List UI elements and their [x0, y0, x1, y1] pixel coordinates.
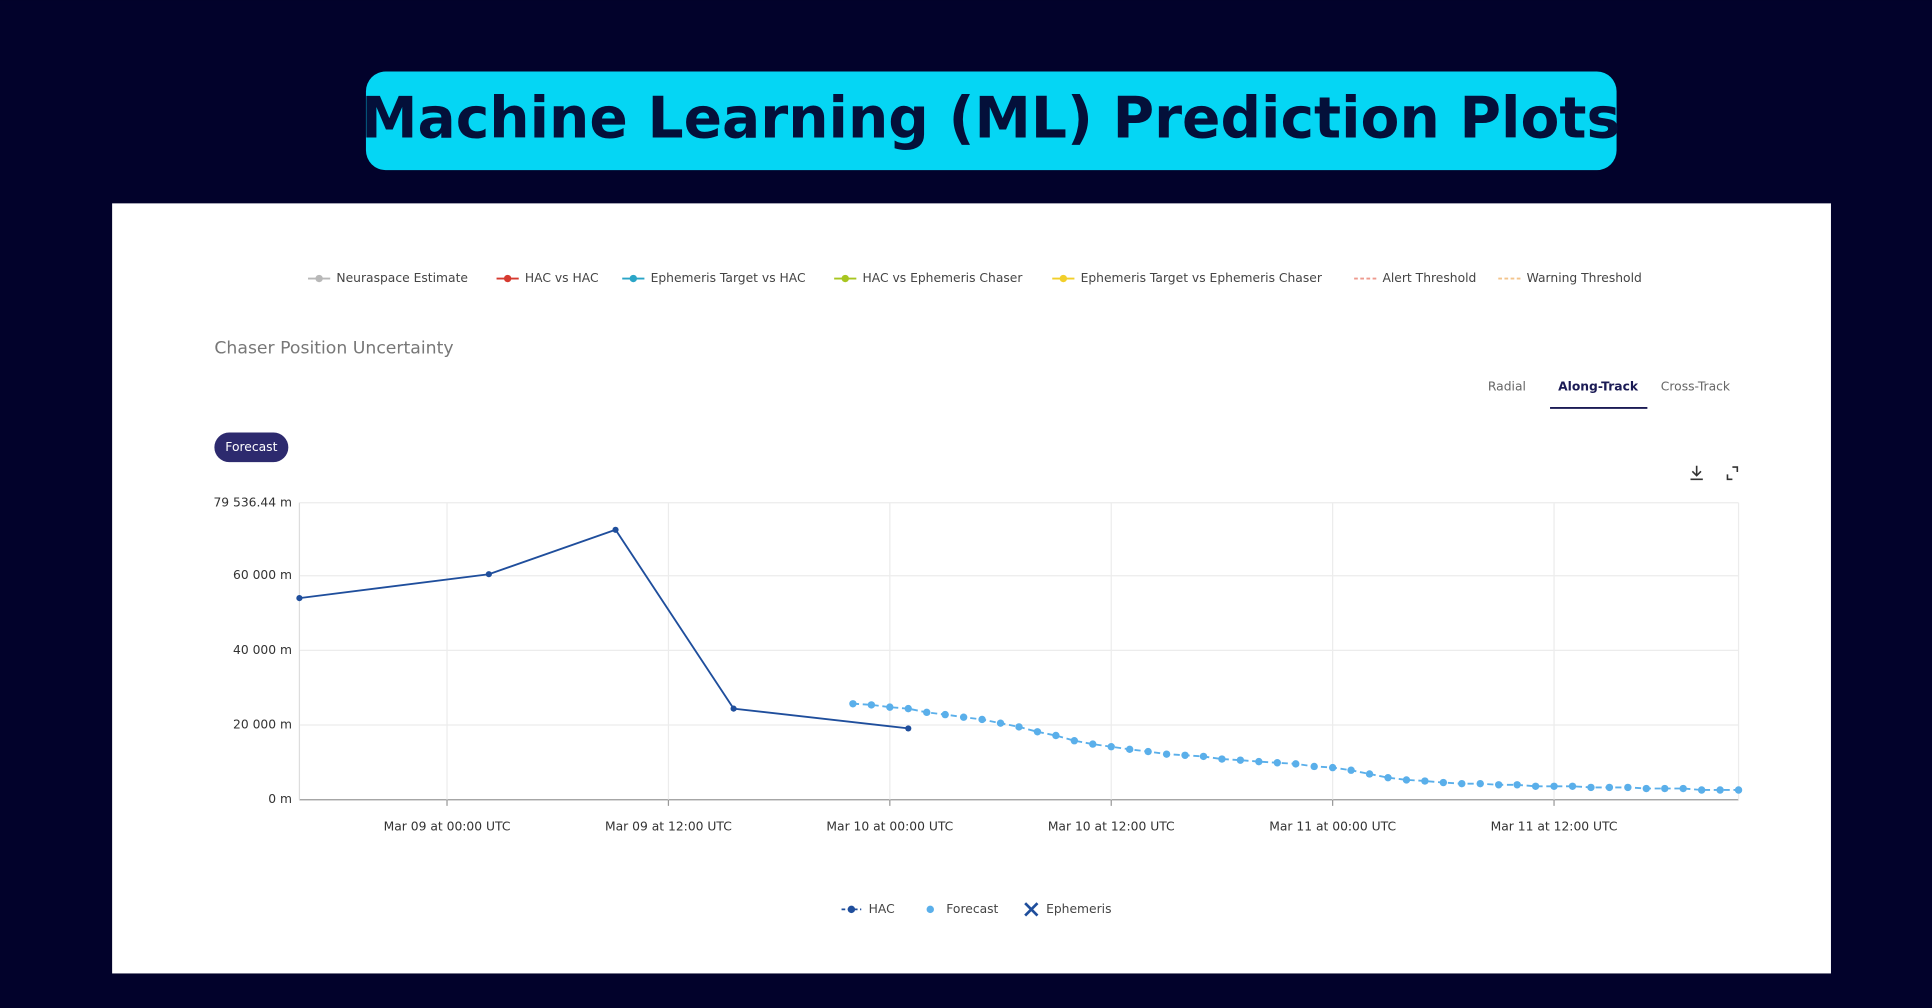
data-point — [612, 526, 619, 533]
data-point — [1716, 786, 1724, 794]
legend-label: Neuraspace Estimate — [336, 271, 468, 285]
data-point — [1236, 756, 1245, 764]
data-point — [1439, 778, 1448, 787]
x-tick-label: Mar 10 at 00:00 UTC — [826, 819, 953, 833]
data-point — [1679, 784, 1687, 793]
data-point — [886, 703, 894, 711]
data-point — [1476, 779, 1484, 788]
y-tick-label: 40 000 m — [233, 643, 292, 657]
legend-label: Alert Threshold — [1382, 271, 1476, 285]
y-tick-label: 0 m — [268, 792, 292, 806]
data-point — [1199, 752, 1208, 761]
legend-swatch-dot — [841, 274, 849, 283]
data-point — [1033, 728, 1042, 736]
legend-label: HAC vs HAC — [525, 271, 599, 285]
panel-title: Chaser Position Uncertainty — [214, 339, 453, 359]
data-point — [730, 705, 737, 712]
data-point — [1421, 777, 1429, 785]
data-point — [1605, 783, 1614, 792]
legend-label: HAC — [869, 902, 895, 916]
panel — [112, 203, 1831, 974]
legend-swatch-dot — [847, 905, 856, 914]
data-point — [1365, 770, 1374, 778]
data-point — [1181, 751, 1189, 759]
y-tick-label: 60 000 m — [233, 568, 292, 582]
legend-label: Ephemeris — [1046, 902, 1111, 916]
data-point — [1273, 759, 1281, 767]
data-point — [1070, 737, 1079, 745]
data-point — [1458, 779, 1466, 788]
data-point — [1587, 783, 1595, 792]
expand-icon[interactable] — [1726, 466, 1739, 481]
data-point — [1384, 773, 1392, 782]
legend-label: Forecast — [946, 902, 998, 916]
legend-swatch-x — [1024, 902, 1039, 917]
tab[interactable]: Cross-Track — [1661, 379, 1731, 393]
page-title: Machine Learning (ML) Prediction Plots — [361, 86, 1620, 152]
forecast-button[interactable] — [214, 432, 289, 463]
data-point — [904, 704, 912, 713]
data-point — [1015, 723, 1023, 731]
data-point — [1513, 781, 1521, 789]
data-point — [978, 715, 986, 724]
legend-label: Ephemeris Target vs HAC — [651, 271, 806, 285]
data-point — [905, 725, 912, 732]
y-tick-label: 20 000 m — [233, 718, 292, 732]
legend-label: HAC vs Ephemeris Chaser — [863, 271, 1024, 285]
forecast-button-label[interactable]: Forecast — [225, 440, 277, 454]
expand-glyph[interactable] — [1726, 466, 1739, 481]
data-point — [941, 710, 949, 719]
x-tick-label: Mar 09 at 00:00 UTC — [384, 819, 511, 833]
data-point — [1550, 782, 1558, 790]
download-icon[interactable] — [1690, 465, 1703, 481]
data-point — [1162, 750, 1171, 758]
x-tick-label: Mar 11 at 12:00 UTC — [1491, 819, 1618, 833]
data-point — [1144, 747, 1152, 756]
legend-swatch-dot — [315, 274, 323, 283]
data-point — [849, 700, 857, 708]
data-point — [959, 713, 968, 721]
data-point — [1495, 781, 1503, 789]
data-point — [1642, 784, 1650, 793]
data-point — [485, 571, 492, 578]
download-glyph[interactable] — [1690, 465, 1703, 481]
data-point — [296, 595, 303, 602]
data-point — [996, 719, 1005, 727]
data-point — [1402, 776, 1411, 784]
x-tick-label: Mar 09 at 12:00 UTC — [605, 819, 732, 833]
legend-swatch-dot — [1059, 274, 1068, 283]
legend-swatch-dot — [629, 274, 638, 283]
data-point — [867, 701, 876, 709]
legend-swatch-dot — [503, 274, 512, 283]
title-pill — [365, 71, 1617, 171]
data-point — [1107, 743, 1115, 751]
data-point — [1125, 745, 1134, 754]
data-point — [1697, 786, 1706, 794]
data-point — [1218, 755, 1226, 763]
data-point — [1624, 783, 1632, 792]
x-tick-label: Mar 10 at 12:00 UTC — [1048, 819, 1175, 833]
legend-swatch-dot — [926, 905, 934, 914]
data-point — [1052, 731, 1060, 740]
data-point — [1310, 762, 1318, 771]
legend-label: Ephemeris Target vs Ephemeris Chaser — [1081, 271, 1323, 285]
data-point — [923, 708, 931, 717]
data-point — [1328, 763, 1337, 772]
y-tick-label: 79 536.44 m — [213, 495, 292, 509]
data-point — [1661, 784, 1669, 793]
data-point — [1734, 786, 1743, 794]
data-point — [1347, 766, 1355, 774]
x-tick-label: Mar 11 at 00:00 UTC — [1269, 819, 1396, 833]
legend-label: Warning Threshold — [1527, 271, 1642, 285]
tab[interactable]: Radial — [1488, 379, 1526, 393]
data-point — [1255, 757, 1263, 766]
data-point — [1568, 782, 1577, 790]
data-point — [1089, 740, 1097, 748]
data-point — [1531, 782, 1540, 790]
tab[interactable]: Along-Track — [1558, 379, 1639, 393]
data-point — [1292, 760, 1300, 768]
